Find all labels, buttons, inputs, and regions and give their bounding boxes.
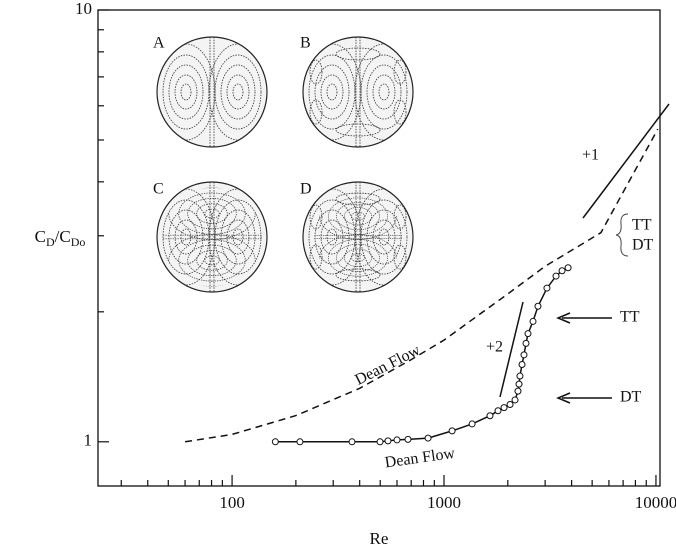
marker xyxy=(516,372,524,380)
y-axis-label: CD/CDo xyxy=(35,227,86,249)
slope-label: +1 xyxy=(582,147,599,164)
arrow-label: DT xyxy=(620,389,642,406)
x-axis-label: Re xyxy=(370,529,389,548)
marker xyxy=(271,438,279,446)
marker xyxy=(552,272,560,280)
y-label-part: D xyxy=(46,235,55,249)
marker xyxy=(424,434,432,442)
marker xyxy=(393,436,401,444)
marker xyxy=(529,317,537,325)
curve-label: Dean Flow xyxy=(352,341,423,388)
marker xyxy=(524,330,532,338)
marker xyxy=(514,387,522,395)
plot-frame xyxy=(97,9,661,487)
marker xyxy=(448,427,456,435)
slope-label: +2 xyxy=(486,339,503,356)
series-line xyxy=(184,128,659,443)
slope-line xyxy=(499,301,524,398)
y-label-part: Do xyxy=(71,235,86,249)
brace-label: DT xyxy=(632,237,654,254)
curve-label: Dean Flow xyxy=(384,445,457,472)
marker xyxy=(543,284,551,292)
marker xyxy=(511,396,519,404)
marker xyxy=(520,351,528,359)
marker xyxy=(515,380,523,388)
marker xyxy=(296,438,304,446)
x-tick-label: 100 xyxy=(219,493,245,512)
marker xyxy=(486,412,494,420)
marker xyxy=(506,401,514,409)
y-tick-label: 10 xyxy=(75,0,92,18)
y-label-part: /C xyxy=(55,227,71,246)
brace xyxy=(615,213,629,257)
marker xyxy=(468,420,476,428)
marker xyxy=(376,438,384,446)
x-tick-label: 10000 xyxy=(635,493,676,512)
inset-label: B xyxy=(300,35,311,52)
marker xyxy=(564,264,572,272)
marker xyxy=(500,404,508,412)
inset-label: A xyxy=(153,35,165,52)
slope-line xyxy=(582,103,670,219)
y-label-part: C xyxy=(35,227,46,246)
marker xyxy=(384,437,392,445)
marker xyxy=(522,339,530,347)
marker xyxy=(348,438,356,446)
inset-label: D xyxy=(300,181,312,198)
flow-insets xyxy=(156,36,414,293)
arrow-label: TT xyxy=(620,309,640,326)
marker xyxy=(494,407,502,415)
inset-label: C xyxy=(153,181,164,198)
marker xyxy=(534,302,542,310)
marker xyxy=(404,435,412,443)
marker xyxy=(558,267,566,275)
arrow xyxy=(556,312,612,324)
arrow xyxy=(556,392,612,404)
marker xyxy=(518,361,526,369)
x-tick-label: 1000 xyxy=(427,493,461,512)
y-tick-label: 1 xyxy=(84,431,93,450)
brace-label: TT xyxy=(632,217,652,234)
